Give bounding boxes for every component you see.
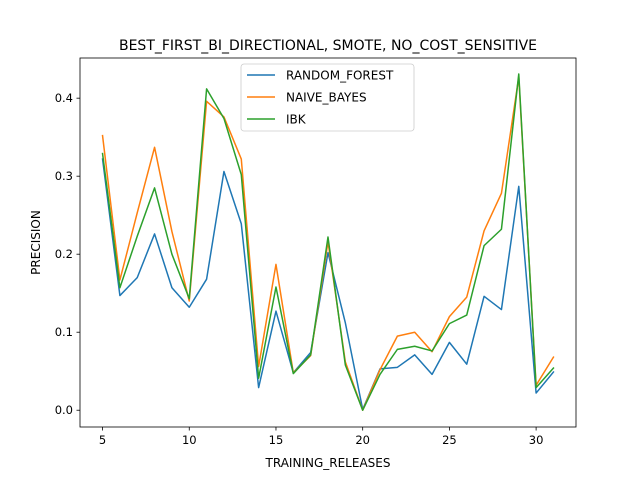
y-axis-ticks: 0.0 0.1 0.2 0.3 0.4 [55,91,80,417]
x-tick-label: 25 [442,433,457,447]
y-tick-label: 0.2 [55,247,73,261]
x-tick-label: 20 [355,433,370,447]
y-tick-label: 0.3 [55,169,73,183]
legend: RANDOM_FOREST NAIVE_BAYES IBK [240,63,415,132]
series-line-ibk [101,73,555,411]
y-tick-label: 0.4 [55,91,73,105]
y-tick-label: 0.1 [55,325,73,339]
legend-label: IBK [286,113,307,127]
y-tick-label: 0.0 [55,403,73,417]
x-tick-label: 5 [99,433,106,447]
legend-box [240,63,415,132]
x-tick-label: 10 [182,433,197,447]
x-axis-label: TRAINING_RELEASES [265,456,391,470]
y-axis-label: PRECISION [29,210,43,275]
legend-label: NAIVE_BAYES [286,91,367,105]
plot-lines [101,73,555,411]
chart-title: BEST_FIRST_BI_DIRECTIONAL, SMOTE, NO_COS… [119,38,537,54]
x-tick-label: 15 [269,433,284,447]
x-tick-label: 30 [529,433,544,447]
x-axis-ticks: 5 10 15 20 25 30 [99,427,544,447]
series-line-random-forest [101,158,555,411]
legend-label: RANDOM_FOREST [286,69,394,83]
plot-frame [79,57,577,428]
